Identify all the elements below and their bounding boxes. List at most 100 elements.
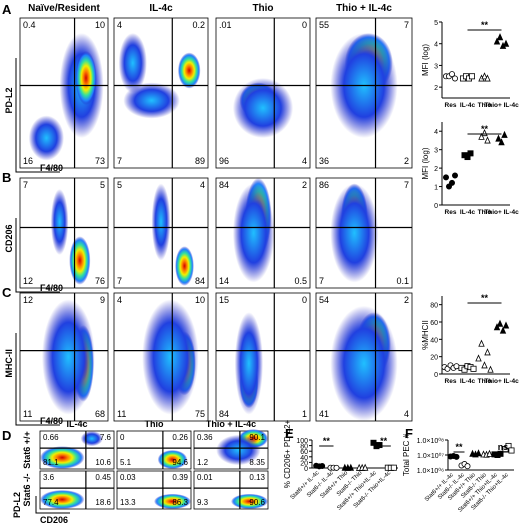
density-cloud <box>42 299 95 415</box>
density-cloud <box>177 52 201 89</box>
quadrant-percent: 94.6 <box>172 458 188 467</box>
quadrant-percent: 0.36 <box>197 433 213 442</box>
data-point <box>470 365 477 372</box>
data-point <box>484 348 491 356</box>
x-tick-label: IL-4c <box>460 378 476 385</box>
quadrant-percent: 4 <box>302 156 307 166</box>
quadrant-percent: 0.13 <box>249 473 265 482</box>
quadrant-percent: 7 <box>23 180 28 190</box>
quadrant-percent: 77.4 <box>43 498 59 507</box>
density-cloud <box>216 434 261 466</box>
x-tick-label: Thio <box>478 209 492 216</box>
x-axis-title: F4/80 <box>40 283 63 293</box>
x-tick-label: Res <box>445 209 457 216</box>
y-axis-title: PD-L2 <box>12 492 22 518</box>
quadrant-percent: 90.1 <box>249 433 265 442</box>
quadrant-percent: 7 <box>404 20 409 30</box>
data-point <box>497 450 504 457</box>
y-tick-label: 0 <box>434 372 438 379</box>
quadrant-percent: 11 <box>23 409 32 419</box>
quadrant-percent: 0 <box>302 295 307 305</box>
data-point <box>478 132 485 140</box>
quadrant-percent: 7.6 <box>100 433 112 442</box>
quadrant-percent: 0.45 <box>95 473 111 482</box>
quadrant-percent: 12 <box>23 295 33 305</box>
data-point <box>508 447 515 454</box>
y-axis-title: Total PEC # <box>402 433 411 476</box>
data-point <box>493 37 501 45</box>
x-tick-label: Thio+ IL-4c <box>484 378 519 385</box>
data-point <box>376 442 383 449</box>
y-tick-label: 4 <box>434 129 438 136</box>
quadrant-percent: 3.6 <box>43 473 55 482</box>
quadrant-percent: 5 <box>100 180 105 190</box>
significance-label: ** <box>323 436 331 446</box>
column-title: Thio <box>252 3 273 14</box>
data-point <box>448 71 455 78</box>
quadrant-percent: 0.66 <box>43 433 59 442</box>
y-tick-label: 80 <box>300 444 308 451</box>
quadrant-percent: 4 <box>200 180 205 190</box>
data-point <box>496 33 504 41</box>
quadrant-percent: 4 <box>117 295 122 305</box>
quadrant-percent: 90.6 <box>249 498 265 507</box>
quadrant-percent: 13.3 <box>120 498 136 507</box>
column-title: IL-4c <box>149 3 173 14</box>
column-title: Thio + IL-4c <box>336 3 392 14</box>
y-tick-label: 2 <box>434 166 438 173</box>
x-tick-label: Thio <box>478 102 492 109</box>
axis-arrow <box>15 58 60 173</box>
axis-arrow <box>35 496 70 514</box>
x-tick-label: Res <box>445 378 457 385</box>
quadrant-percent: .01 <box>219 20 232 30</box>
data-point <box>502 321 510 329</box>
quadrant-percent: 96 <box>219 156 229 166</box>
data-point <box>448 179 455 186</box>
y-tick-label: 20 <box>300 460 308 467</box>
y-axis-title: MFI (log) <box>421 147 430 179</box>
y-axis-title: MFI (log) <box>421 44 430 76</box>
quadrant-percent: 0.01 <box>197 473 213 482</box>
quadrant-percent: 10 <box>95 20 105 30</box>
data-point <box>484 136 491 144</box>
y-axis-title: %MHCII <box>421 320 430 350</box>
quadrant-percent: 76 <box>95 276 105 286</box>
column-title: Naïve/Resident <box>28 3 100 14</box>
y-tick-label: 1.0×10⁰⁸ <box>417 437 444 445</box>
quadrant-percent: 36 <box>319 156 329 166</box>
quadrant-percent: 84 <box>195 276 205 286</box>
data-point <box>501 130 508 138</box>
density-cloud <box>232 78 294 138</box>
y-axis-title: MHC-II <box>4 349 14 378</box>
density-cloud <box>151 183 171 261</box>
quadrant-percent: 14 <box>219 276 229 286</box>
quadrant-percent: 15 <box>219 295 229 305</box>
y-tick-label: 20 <box>430 355 438 362</box>
column-title: IL-4c <box>66 419 87 429</box>
quadrant-percent: 84 <box>219 180 229 190</box>
axis-arrow <box>15 333 60 426</box>
density-cloud <box>175 246 194 286</box>
significance-label: ** <box>380 436 388 446</box>
y-tick-label: 60 <box>430 320 438 327</box>
quadrant-percent: 2 <box>302 180 307 190</box>
data-point <box>498 138 505 146</box>
quadrant-percent: 55 <box>319 20 329 30</box>
significance-label: ** <box>481 124 489 134</box>
x-axis-title: CD206 <box>40 515 68 525</box>
data-point <box>475 354 482 362</box>
quadrant-percent: 10.6 <box>95 458 111 467</box>
density-cloud <box>330 305 398 421</box>
data-point <box>361 463 369 471</box>
y-tick-label: 0 <box>304 466 308 473</box>
data-point <box>453 453 460 460</box>
quadrant-percent: 84 <box>219 409 229 419</box>
row-title: Stat6 -/- <box>22 473 32 506</box>
density-cloud <box>118 33 147 93</box>
y-tick-label: 100 <box>296 438 308 445</box>
quadrant-percent: 75 <box>195 409 205 419</box>
panel-label: F <box>405 426 413 441</box>
quadrant-percent: 16 <box>23 156 33 166</box>
y-tick-label: 3 <box>434 63 438 70</box>
